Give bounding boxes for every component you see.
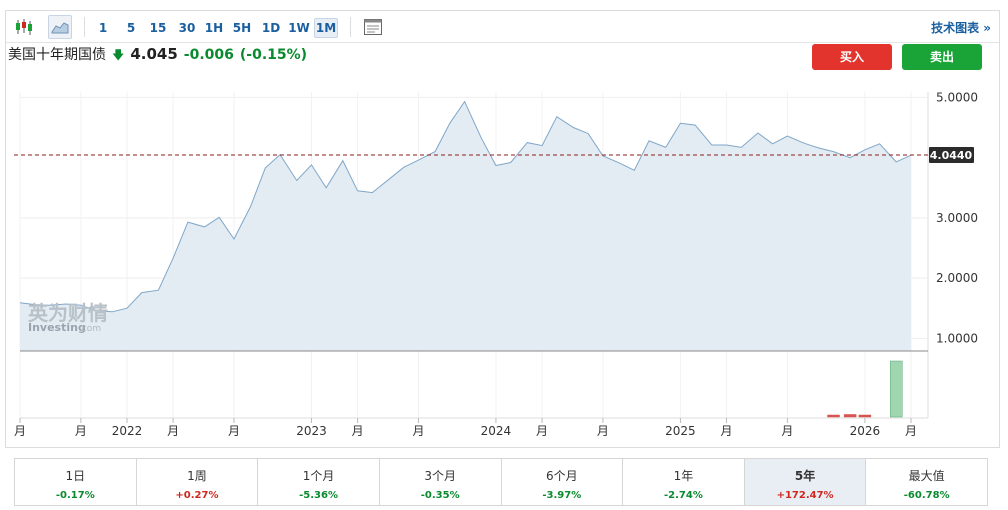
x-tick-label: 月 [536, 424, 548, 438]
last-price: 4.045 [130, 45, 178, 63]
price-chart[interactable]: 5.0000 3.0000 2.0000 1.0000 月 月 2022 月 月 2023 月 月 20… [0, 0, 1008, 448]
period-label: 1日 [65, 469, 86, 483]
price-area [20, 101, 911, 351]
instrument-name: 美国十年期国债 [8, 47, 106, 63]
period-label: 5年 [794, 469, 816, 483]
x-tick-label: 月 [597, 424, 609, 438]
period-change: +0.27% [175, 490, 219, 501]
buy-button[interactable]: 买入 [812, 44, 892, 70]
x-tick-label: 月 [14, 424, 26, 438]
x-tick-label: 2024 [481, 424, 512, 438]
quote-header: 美国十年期国债 🡇 4.045 -0.006 (-0.15%) [8, 44, 307, 64]
volume-bar [843, 414, 857, 418]
period-label: 1个月 [302, 469, 335, 483]
toolbar-separator [84, 17, 85, 37]
x-tick-label: 月 [75, 424, 87, 438]
volume-bar [889, 360, 903, 418]
period-change: -5.36% [299, 490, 338, 501]
x-tick-label: 月 [781, 424, 793, 438]
timeframe-30[interactable]: 30 [178, 21, 196, 35]
x-tick-label: 2026 [850, 424, 881, 438]
period-tab[interactable]: 6个月 -3.97% [502, 459, 624, 505]
price-change-percent: (-0.15%) [239, 47, 308, 63]
period-change: -2.74% [664, 490, 703, 501]
timeframe-15[interactable]: 15 [149, 21, 167, 35]
watermark: 英为财情 Investing .com [28, 301, 108, 334]
timeframe-1w[interactable]: 1W [288, 21, 310, 35]
y-tick-label: 2.0000 [936, 271, 978, 285]
timeframe-1[interactable]: 1 [98, 21, 108, 35]
period-label: 最大值 [908, 469, 945, 483]
period-tab[interactable]: 5年 +172.47% [744, 459, 867, 505]
period-change: -0.35% [420, 490, 460, 501]
x-tick-label: 月 [352, 424, 364, 438]
candlestick-icon[interactable] [12, 15, 36, 39]
price-change: -0.006 [183, 47, 234, 63]
down-arrow-icon: 🡇 [112, 48, 125, 62]
toolbar-separator [350, 17, 351, 37]
period-label: 1年 [673, 469, 694, 483]
period-tab[interactable]: 1日 -0.17% [15, 459, 137, 505]
volume-bar [858, 414, 872, 418]
period-label: 6个月 [545, 469, 578, 483]
y-tick-label: 1.0000 [936, 331, 978, 345]
period-tab[interactable]: 1周 +0.27% [137, 459, 259, 505]
period-tab[interactable]: 1个月 -5.36% [258, 459, 380, 505]
x-tick-label: 月 [228, 424, 240, 438]
area-chart-icon[interactable] [48, 15, 72, 39]
sell-button[interactable]: 卖出 [902, 44, 982, 70]
current-price-tag: 4.0440 [929, 147, 974, 164]
period-change: +172.47% [776, 490, 834, 501]
timeframe-1h[interactable]: 1H [204, 21, 224, 35]
period-label: 1周 [187, 469, 207, 483]
watermark-cn: 英为财情 [28, 301, 108, 325]
period-tab[interactable]: 1年 -2.74% [623, 459, 745, 505]
y-tick-label: 3.0000 [936, 211, 978, 225]
price-line [19, 100, 912, 313]
volume-bar [827, 414, 840, 418]
period-change: -60.78% [903, 490, 950, 501]
period-change: -0.17% [55, 490, 95, 501]
timeframe-1d[interactable]: 1D [261, 21, 281, 35]
chart-toolbar: 1 5 15 30 1H 5H 1D 1W 1M 技术图表 » [6, 11, 999, 43]
x-tick-label: 月 [721, 424, 733, 438]
svg-text:4.0440: 4.0440 [930, 149, 973, 162]
x-tick-label: 月 [412, 424, 424, 438]
y-tick-label: 5.0000 [936, 90, 978, 104]
x-tick-label: 2022 [112, 424, 143, 438]
x-tick-label: 月 [905, 424, 917, 438]
performance-periods: 1日 -0.17% 1周 +0.27% 1个月 -5.36% 3个月 -0.35% 6个月 -3.… [14, 458, 988, 506]
period-tab[interactable]: 最大值 -60.78% [866, 459, 987, 505]
timeframe-5h[interactable]: 5H [232, 21, 252, 35]
x-tick-label: 2025 [665, 424, 696, 438]
period-tab[interactable]: 3个月 -0.35% [380, 459, 502, 505]
x-tick-label: 2023 [296, 424, 327, 438]
timeframe-1m[interactable]: 1M [314, 18, 338, 38]
watermark-en-suffix: .com [79, 324, 101, 334]
table-view-icon[interactable] [361, 15, 385, 39]
period-change: -3.97% [542, 490, 582, 501]
timeframe-5[interactable]: 5 [126, 21, 136, 35]
period-label: 3个月 [424, 469, 456, 483]
watermark-en: Investing [28, 321, 86, 334]
technical-chart-link[interactable]: 技术图表 » [931, 21, 991, 35]
x-tick-label: 月 [167, 424, 179, 438]
